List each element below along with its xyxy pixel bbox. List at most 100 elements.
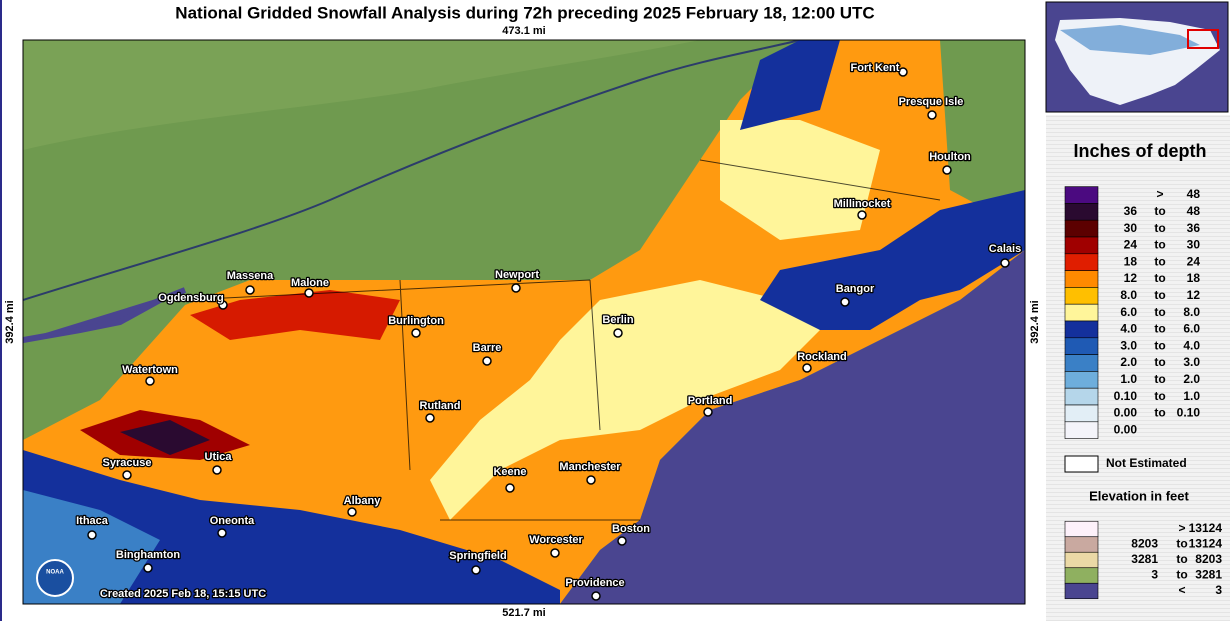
legend-high: 4.0 <box>1183 338 1200 352</box>
legend-swatch <box>1064 354 1099 372</box>
city-dot <box>1000 258 1010 268</box>
legend-sep: to <box>1154 238 1165 252</box>
legend-high: 3281 <box>1195 568 1222 582</box>
city-dot <box>425 413 435 423</box>
legend-swatch <box>1064 551 1099 569</box>
legend-swatch <box>1064 253 1099 271</box>
city-label: Portland <box>688 395 733 407</box>
city-label: Berlin <box>602 314 633 326</box>
city-dot <box>218 300 228 310</box>
city-label: Ogdensburg <box>158 292 223 304</box>
map-title: National Gridded Snowfall Analysis durin… <box>175 3 874 22</box>
city-dot <box>942 165 952 175</box>
legend-high: 13124 <box>1189 521 1223 535</box>
snow-4-6-north <box>740 40 840 130</box>
legend-low: 0.00 <box>1114 422 1138 436</box>
legend-low: 8203 <box>1131 537 1158 551</box>
legend-sep: to <box>1176 552 1187 566</box>
legend-sep: to <box>1154 338 1165 352</box>
not-estimated-label: Not Estimated <box>1106 456 1187 470</box>
state-borders <box>184 159 941 521</box>
legend-high: 24 <box>1187 254 1201 268</box>
city-label: Calais <box>989 243 1021 255</box>
city-label: Presque Isle <box>899 96 964 108</box>
legend-swatch <box>1064 421 1099 439</box>
legend-sep: to <box>1176 568 1187 582</box>
legend-high: 3.0 <box>1183 355 1200 369</box>
legend-high: 3 <box>1215 583 1222 597</box>
city-label: Barre <box>473 342 502 354</box>
legend-sep: to <box>1154 204 1165 218</box>
city-dot <box>586 475 596 485</box>
city-label: Watertown <box>122 364 178 376</box>
legend-low: 0.00 <box>1114 406 1138 420</box>
legend-swatch <box>1064 236 1099 255</box>
st-lawrence <box>23 40 801 301</box>
legend-sep: to <box>1154 305 1165 319</box>
legend-swatch <box>1064 536 1099 553</box>
city-label: Utica <box>205 451 233 463</box>
city-dot <box>550 548 560 558</box>
legend-sep: to <box>1176 537 1187 551</box>
legend-high: 8203 <box>1195 552 1222 566</box>
city-dot <box>898 67 908 77</box>
legend-sep: > <box>1156 187 1163 201</box>
city-label: Springfield <box>449 550 506 562</box>
legend-swatch <box>1064 186 1099 204</box>
not-estimated-swatch <box>1064 455 1099 473</box>
city-label: Rutland <box>420 400 461 412</box>
scale-left: 392.4 mi <box>4 300 16 343</box>
snow-6-8 <box>430 280 820 520</box>
legend-sep: to <box>1154 221 1165 235</box>
city-dot <box>212 465 222 475</box>
cities: Fort Kent Presque Isle Houlton Millinocket C… <box>75 61 1023 601</box>
legend-high: 48 <box>1187 204 1201 218</box>
city-label: Providence <box>565 577 624 589</box>
lake-ontario <box>23 287 187 343</box>
legend-high: 8.0 <box>1183 305 1200 319</box>
city-dot <box>505 483 515 493</box>
legend-title: Inches of depth <box>1073 141 1206 161</box>
legend-low: 8.0 <box>1120 288 1137 302</box>
city-label: Houlton <box>929 151 971 163</box>
legend-swatch <box>1064 287 1099 305</box>
city-dot <box>245 285 255 295</box>
city-dot <box>304 288 314 298</box>
legend-sep: to <box>1154 271 1165 285</box>
city-dot <box>591 591 601 601</box>
city-dot <box>927 110 937 120</box>
legend-swatch <box>1064 320 1099 339</box>
left-edge <box>0 0 2 621</box>
legend-low: 24 <box>1124 238 1138 252</box>
legend-swatch <box>1064 582 1099 600</box>
city-label: Keene <box>493 466 526 478</box>
city-label: Newport <box>495 269 539 281</box>
highlands <box>23 40 700 150</box>
city-label: Bangor <box>836 283 875 295</box>
scale-bottom: 521.7 mi <box>502 607 545 619</box>
city-label: Worcester <box>529 534 583 546</box>
city-label: Manchester <box>559 461 621 473</box>
legend-high: 13124 <box>1189 537 1223 551</box>
city-label: Boston <box>612 523 650 535</box>
legend-low: 3 <box>1151 568 1158 582</box>
map-frame <box>22 39 1026 605</box>
legend-low: 6.0 <box>1120 305 1137 319</box>
legend-low: 3.0 <box>1120 338 1137 352</box>
legend-swatch <box>1064 270 1099 288</box>
city-label: Malone <box>291 277 329 289</box>
city-dot <box>122 470 132 480</box>
legend-swatch <box>1064 303 1099 322</box>
legend-high: 36 <box>1187 221 1201 235</box>
legend-low: 2.0 <box>1120 355 1137 369</box>
legend-sep: to <box>1154 322 1165 336</box>
scale-right: 392.4 mi <box>1029 300 1041 343</box>
legend-sep: to <box>1154 254 1165 268</box>
city-label: Albany <box>344 495 382 507</box>
legend-high: 48 <box>1187 187 1201 201</box>
legend-low: 4.0 <box>1120 322 1137 336</box>
legend-low: 30 <box>1124 221 1138 235</box>
city-dot <box>482 356 492 366</box>
legend-high: 1.0 <box>1183 389 1200 403</box>
